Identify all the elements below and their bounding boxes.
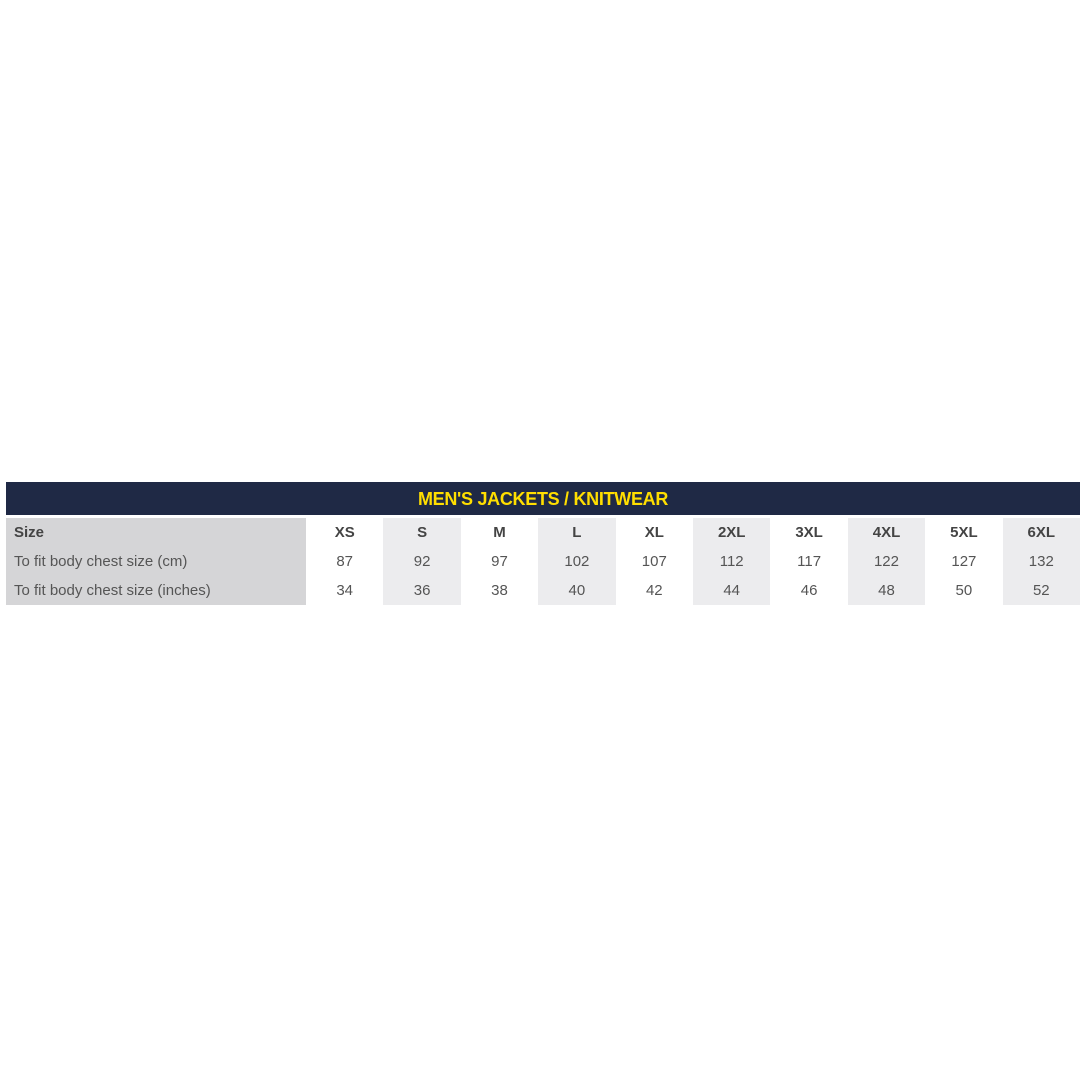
table-cell: 112 xyxy=(693,547,771,576)
table-title: MEN'S JACKETS / KNITWEAR xyxy=(6,482,1080,515)
table-cell: 40 xyxy=(538,576,616,605)
table-cell: 52 xyxy=(1002,576,1080,605)
table-cell: 44 xyxy=(693,576,771,605)
size-header-cell: 6XL xyxy=(1002,518,1080,547)
table-cell: 107 xyxy=(641,553,667,570)
table-cell: 42 xyxy=(645,582,663,599)
size-header-cell: 3XL xyxy=(795,524,823,541)
size-header-cell: S xyxy=(383,518,461,547)
size-header-cell: 2XL xyxy=(693,518,771,547)
table-cell: 127 xyxy=(951,553,977,570)
table-cell: 87 xyxy=(336,553,354,570)
row-label: To fit body chest size (inches) xyxy=(6,576,306,605)
size-header-cell: 4XL xyxy=(847,518,926,547)
size-header-cell: XS xyxy=(334,524,355,541)
size-header-cell: L xyxy=(538,518,616,547)
size-header-cell: M xyxy=(493,524,506,541)
table-cell: 50 xyxy=(955,582,973,599)
table-cell: 122 xyxy=(847,547,926,576)
table-cell: 117 xyxy=(797,553,822,570)
table-cell: 102 xyxy=(538,547,616,576)
size-header-cell: XL xyxy=(644,524,664,541)
table-cell: 38 xyxy=(491,582,508,599)
row-label: Size xyxy=(6,518,306,547)
table-cell: 97 xyxy=(491,553,508,570)
table-cell: 36 xyxy=(383,576,461,605)
table-cell: 48 xyxy=(847,576,926,605)
table-cell: 92 xyxy=(383,547,461,576)
size-header-cell: 5XL xyxy=(950,524,978,541)
size-grid: Size XS S M L XL 2XL 3XL 4XL 5XL 6XL To fit body ch… xyxy=(6,518,1080,605)
row-label: To fit body chest size (cm) xyxy=(6,547,306,576)
size-chart-table: MEN'S JACKETS / KNITWEAR Size XS S M L XL 2XL 3… xyxy=(6,482,1080,605)
table-cell: 34 xyxy=(336,582,354,599)
table-cell: 132 xyxy=(1002,547,1080,576)
table-cell: 46 xyxy=(800,582,818,599)
